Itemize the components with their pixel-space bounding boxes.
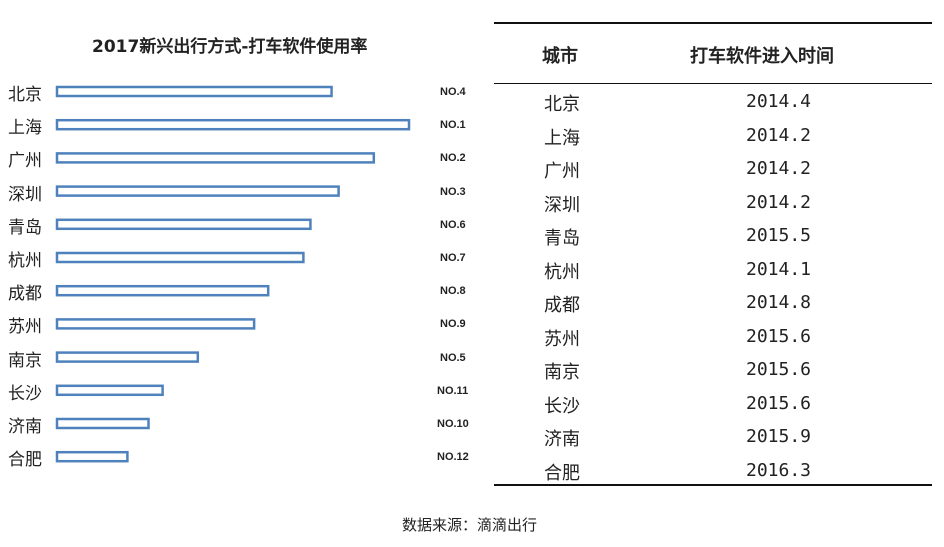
table-cell-entry-time: 2015.5: [746, 225, 812, 246]
rank-label: NO.1: [440, 119, 466, 132]
table-cell-city: 苏州: [544, 328, 580, 350]
bar-7: [55, 318, 256, 330]
table-cell-city: 杭州: [544, 261, 580, 283]
category-label: 北京: [8, 85, 42, 105]
table-cell-city: 上海: [544, 127, 580, 149]
rank-label: NO.9: [440, 318, 466, 331]
bar-11: [55, 450, 129, 463]
rank-label: NO.5: [440, 351, 466, 364]
table-cell-entry-time: 2016.3: [746, 459, 812, 481]
data-source-note: 数据来源：滴滴出行: [402, 516, 538, 534]
category-label: 济南: [8, 417, 42, 437]
bar-6: [55, 284, 270, 297]
table-header-city: 城市: [542, 46, 578, 67]
category-label: 深圳: [8, 184, 42, 205]
table-top-rule: [494, 22, 932, 24]
table-cell-city: 深圳: [544, 194, 580, 216]
category-label: 成都: [8, 284, 42, 305]
table-cell-entry-time: 2014.8: [746, 292, 812, 313]
table-cell-entry-time: 2014.2: [746, 158, 812, 179]
table-cell-city: 合肥: [544, 462, 580, 484]
category-label: 南京: [8, 350, 42, 371]
rank-label: NO.10: [437, 418, 469, 430]
table-cell-entry-time: 2014.4: [746, 91, 812, 112]
chart-title: 2017新兴出行方式-打车软件使用率: [92, 37, 368, 57]
table-header-entry-time: 打车软件进入时间: [690, 46, 834, 67]
table-cell-entry-time: 2014.2: [746, 191, 812, 213]
table-cell-city: 北京: [544, 94, 580, 115]
table-cell-entry-time: 2015.6: [746, 325, 812, 347]
bar-8: [55, 351, 200, 363]
category-label: 苏州: [8, 317, 42, 338]
bar-10: [55, 417, 150, 430]
table-bottom-rule: [494, 484, 932, 486]
table-cell-entry-time: 2015.6: [746, 359, 812, 380]
bar-1: [55, 118, 411, 131]
rank-label: NO.6: [440, 218, 466, 231]
bar-5: [55, 251, 305, 264]
rank-label: NO.12: [437, 451, 469, 464]
bar-2: [55, 152, 376, 164]
table-cell-entry-time: 2015.6: [746, 392, 812, 414]
table-cell-city: 长沙: [544, 395, 580, 417]
bar-9: [55, 384, 164, 397]
category-label: 广州: [8, 151, 42, 172]
bar-4: [55, 218, 312, 231]
rank-label: NO.3: [440, 185, 466, 198]
category-label: 青岛: [8, 217, 42, 238]
rank-label: NO.4: [440, 86, 466, 98]
bar-3: [55, 185, 340, 197]
bar-0: [55, 85, 333, 98]
rank-label: NO.7: [440, 252, 466, 264]
rank-label: NO.11: [437, 384, 469, 397]
category-label: 上海: [8, 118, 42, 139]
table-cell-city: 广州: [544, 161, 580, 182]
category-label: 长沙: [8, 383, 42, 404]
rank-label: NO.8: [440, 285, 466, 298]
table-cell-entry-time: 2014.2: [746, 124, 812, 146]
table-cell-city: 南京: [544, 362, 580, 383]
table-cell-entry-time: 2015.9: [746, 426, 812, 447]
category-label: 合肥: [8, 450, 42, 471]
table-header-rule: [494, 83, 932, 84]
table-cell-city: 青岛: [544, 228, 580, 249]
rank-label: NO.2: [440, 152, 466, 165]
table-cell-entry-time: 2014.1: [746, 258, 812, 280]
category-label: 杭州: [8, 251, 42, 271]
table-cell-city: 济南: [544, 429, 580, 450]
table-cell-city: 成都: [544, 295, 580, 316]
